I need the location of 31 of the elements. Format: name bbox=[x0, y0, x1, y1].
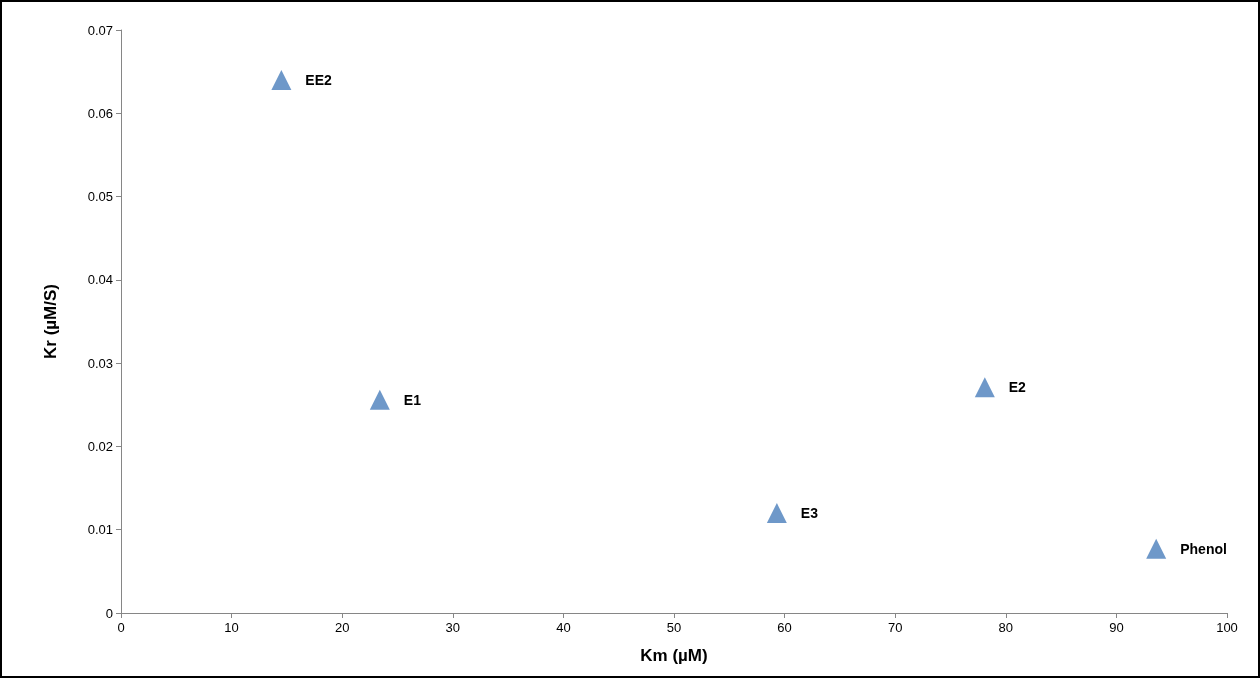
y-tick-label: 0.05 bbox=[87, 189, 113, 205]
annotation: E3 bbox=[800, 505, 819, 522]
point bbox=[1146, 538, 1167, 559]
y-tick-label: 0.04 bbox=[87, 272, 113, 288]
x-tick-label: 60 bbox=[777, 620, 792, 635]
x-tick-label: 90 bbox=[1109, 620, 1124, 635]
annotation: E2 bbox=[1008, 379, 1027, 396]
annotation: Phenol bbox=[1180, 540, 1227, 557]
x-axis-title: Km (µM) bbox=[640, 646, 708, 665]
y-axis-title: Kr (µM/S) bbox=[41, 284, 60, 359]
y-tick-label: 0.06 bbox=[87, 105, 113, 121]
y-tick-label: 0.07 bbox=[87, 22, 113, 38]
point bbox=[974, 377, 995, 398]
y-tick-label: 0 bbox=[105, 605, 113, 621]
point bbox=[369, 389, 390, 410]
point bbox=[271, 69, 292, 90]
x-tick-label: 10 bbox=[224, 620, 239, 635]
annotation: E1 bbox=[403, 391, 422, 408]
x-tick-label: 80 bbox=[998, 620, 1014, 635]
y-tick-label: 0.01 bbox=[87, 522, 113, 538]
x-tick-label: 100 bbox=[1216, 620, 1238, 635]
annotation: EE2 bbox=[305, 71, 333, 88]
x-tick-label: 20 bbox=[334, 620, 350, 635]
y-tick-label: 0.02 bbox=[87, 438, 113, 454]
x-tick-label: 70 bbox=[887, 620, 903, 635]
point bbox=[766, 503, 787, 524]
x-tick-label: 0 bbox=[117, 620, 125, 635]
x-tick-label: 30 bbox=[445, 620, 461, 635]
x-tick-label: 40 bbox=[556, 620, 571, 635]
y-tick-label: 0.03 bbox=[87, 355, 113, 371]
x-tick-label: 50 bbox=[666, 620, 682, 635]
